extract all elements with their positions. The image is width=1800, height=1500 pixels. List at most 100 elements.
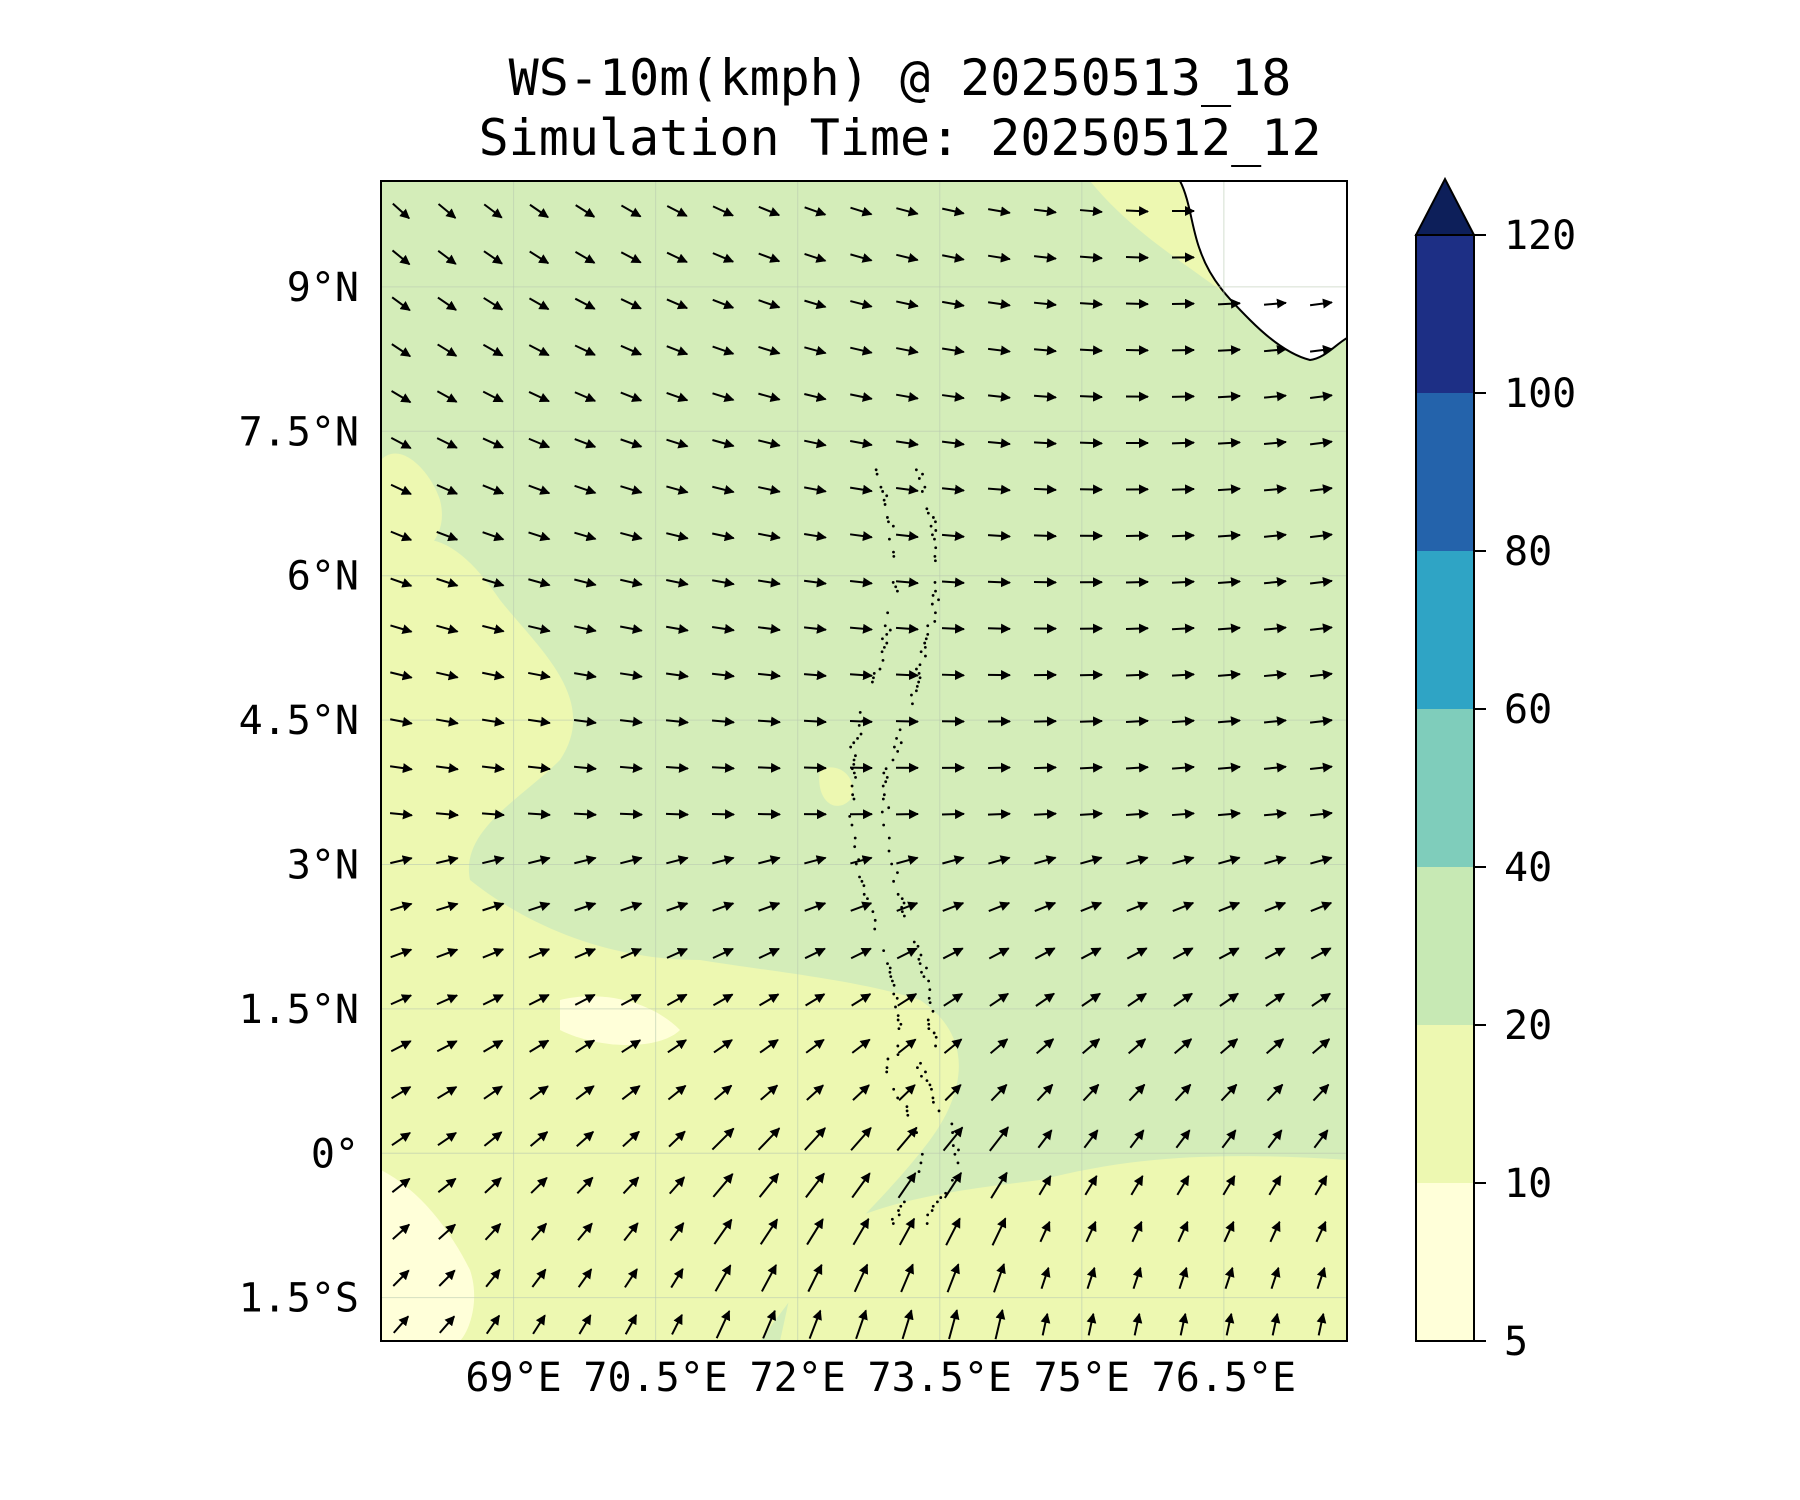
wind-arrow: [758, 901, 781, 912]
island-dot: [899, 741, 903, 745]
wind-arrow: [1311, 1038, 1331, 1055]
colorbar-tick-label: 80: [1504, 529, 1552, 575]
wind-arrow: [896, 253, 919, 263]
wind-arrow: [849, 577, 873, 588]
wind-arrow: [389, 763, 413, 774]
wind-arrow: [1035, 1038, 1055, 1055]
wind-arrow: [850, 438, 873, 449]
wind-arrow: [437, 1177, 457, 1193]
wind-arrow: [989, 1038, 1009, 1055]
wind-arrow: [483, 1039, 504, 1053]
island-dot: [927, 1022, 931, 1026]
wind-arrow: [620, 438, 643, 449]
wind-arrow: [711, 577, 735, 588]
wind-arrow: [804, 1127, 826, 1151]
wind-arrow: [1132, 1312, 1143, 1336]
wind-arrow: [621, 1039, 642, 1054]
island-dot: [882, 498, 886, 502]
wind-arrow: [665, 762, 689, 773]
island-dot: [926, 633, 930, 636]
island-dot: [873, 918, 877, 922]
wind-arrow: [853, 1263, 869, 1293]
wind-arrow: [941, 623, 965, 634]
island-dot: [919, 1161, 923, 1165]
wind-arrow: [987, 299, 1011, 310]
island-dot: [900, 897, 904, 901]
wind-arrow: [987, 391, 1011, 402]
wind-vectors: [389, 202, 1333, 1340]
island-dot: [937, 598, 940, 602]
wind-arrow: [484, 1223, 502, 1241]
island-dot: [886, 1057, 890, 1061]
wind-arrow: [436, 530, 459, 542]
wind-arrow: [1171, 484, 1195, 495]
wind-arrow: [988, 855, 1011, 865]
wind-arrow: [991, 1217, 1007, 1246]
island-dot: [882, 949, 886, 953]
wind-arrow: [435, 763, 459, 774]
wind-arrow: [668, 1176, 686, 1195]
wind-arrow: [391, 390, 412, 404]
colorbar-segment: [1416, 867, 1474, 1025]
island-dot: [892, 745, 896, 749]
island-dot: [928, 1083, 932, 1087]
island-dot: [854, 775, 857, 779]
wind-arrow: [574, 344, 596, 356]
island-dot: [850, 823, 854, 827]
wind-arrow: [711, 1127, 735, 1151]
wind-arrow: [895, 670, 919, 681]
island-dot: [957, 1148, 960, 1152]
island-dot: [917, 477, 921, 480]
wind-arrow: [620, 531, 643, 542]
wind-arrow: [850, 901, 873, 912]
wind-arrow: [850, 253, 873, 263]
wind-arrow: [762, 1309, 776, 1339]
wind-arrow: [1034, 901, 1057, 913]
wind-arrow: [574, 531, 597, 542]
wind-arrow: [1263, 484, 1287, 495]
island-dot: [892, 1087, 896, 1091]
wind-arrow: [760, 1084, 779, 1101]
wind-arrow: [1125, 716, 1149, 727]
wind-arrow: [482, 948, 505, 959]
island-dot: [925, 1222, 929, 1225]
island-dot: [890, 979, 894, 983]
island-dot: [888, 537, 891, 541]
island-dot: [854, 754, 857, 758]
island-dot: [925, 1079, 929, 1083]
wind-arrow: [758, 531, 781, 542]
wind-arrow: [1033, 530, 1057, 541]
island-dot: [923, 646, 927, 649]
wind-arrow: [529, 1131, 549, 1147]
island-dot: [890, 1217, 894, 1221]
wind-arrow: [895, 623, 919, 634]
wind-arrow: [1309, 298, 1333, 309]
wind-arrow: [941, 345, 965, 356]
wind-arrow: [758, 392, 781, 402]
island-dot: [858, 875, 861, 879]
wind-arrow: [1132, 1266, 1143, 1289]
island-dot: [935, 1200, 939, 1204]
wind-arrow: [946, 1263, 960, 1293]
wind-arrow: [1034, 947, 1056, 960]
wind-arrow: [711, 762, 735, 773]
wind-arrow: [1263, 809, 1287, 819]
wind-arrow: [665, 624, 689, 634]
wind-arrow: [1126, 901, 1149, 913]
island-dot: [891, 524, 895, 528]
island-dot: [917, 1170, 921, 1173]
wind-arrow: [390, 948, 413, 959]
wind-arrow: [666, 947, 688, 959]
wind-arrow: [1171, 809, 1195, 820]
wind-arrow: [804, 901, 827, 912]
wind-arrow: [1312, 1083, 1330, 1102]
island-dot: [898, 728, 902, 732]
wind-arrow: [435, 809, 459, 820]
wind-arrow: [1036, 1083, 1054, 1102]
island-dot: [886, 611, 890, 615]
wind-arrow: [1217, 437, 1241, 448]
wind-arrow: [803, 577, 827, 588]
island-dot: [934, 611, 937, 615]
wind-arrow: [804, 947, 826, 960]
island-dot: [873, 927, 877, 931]
